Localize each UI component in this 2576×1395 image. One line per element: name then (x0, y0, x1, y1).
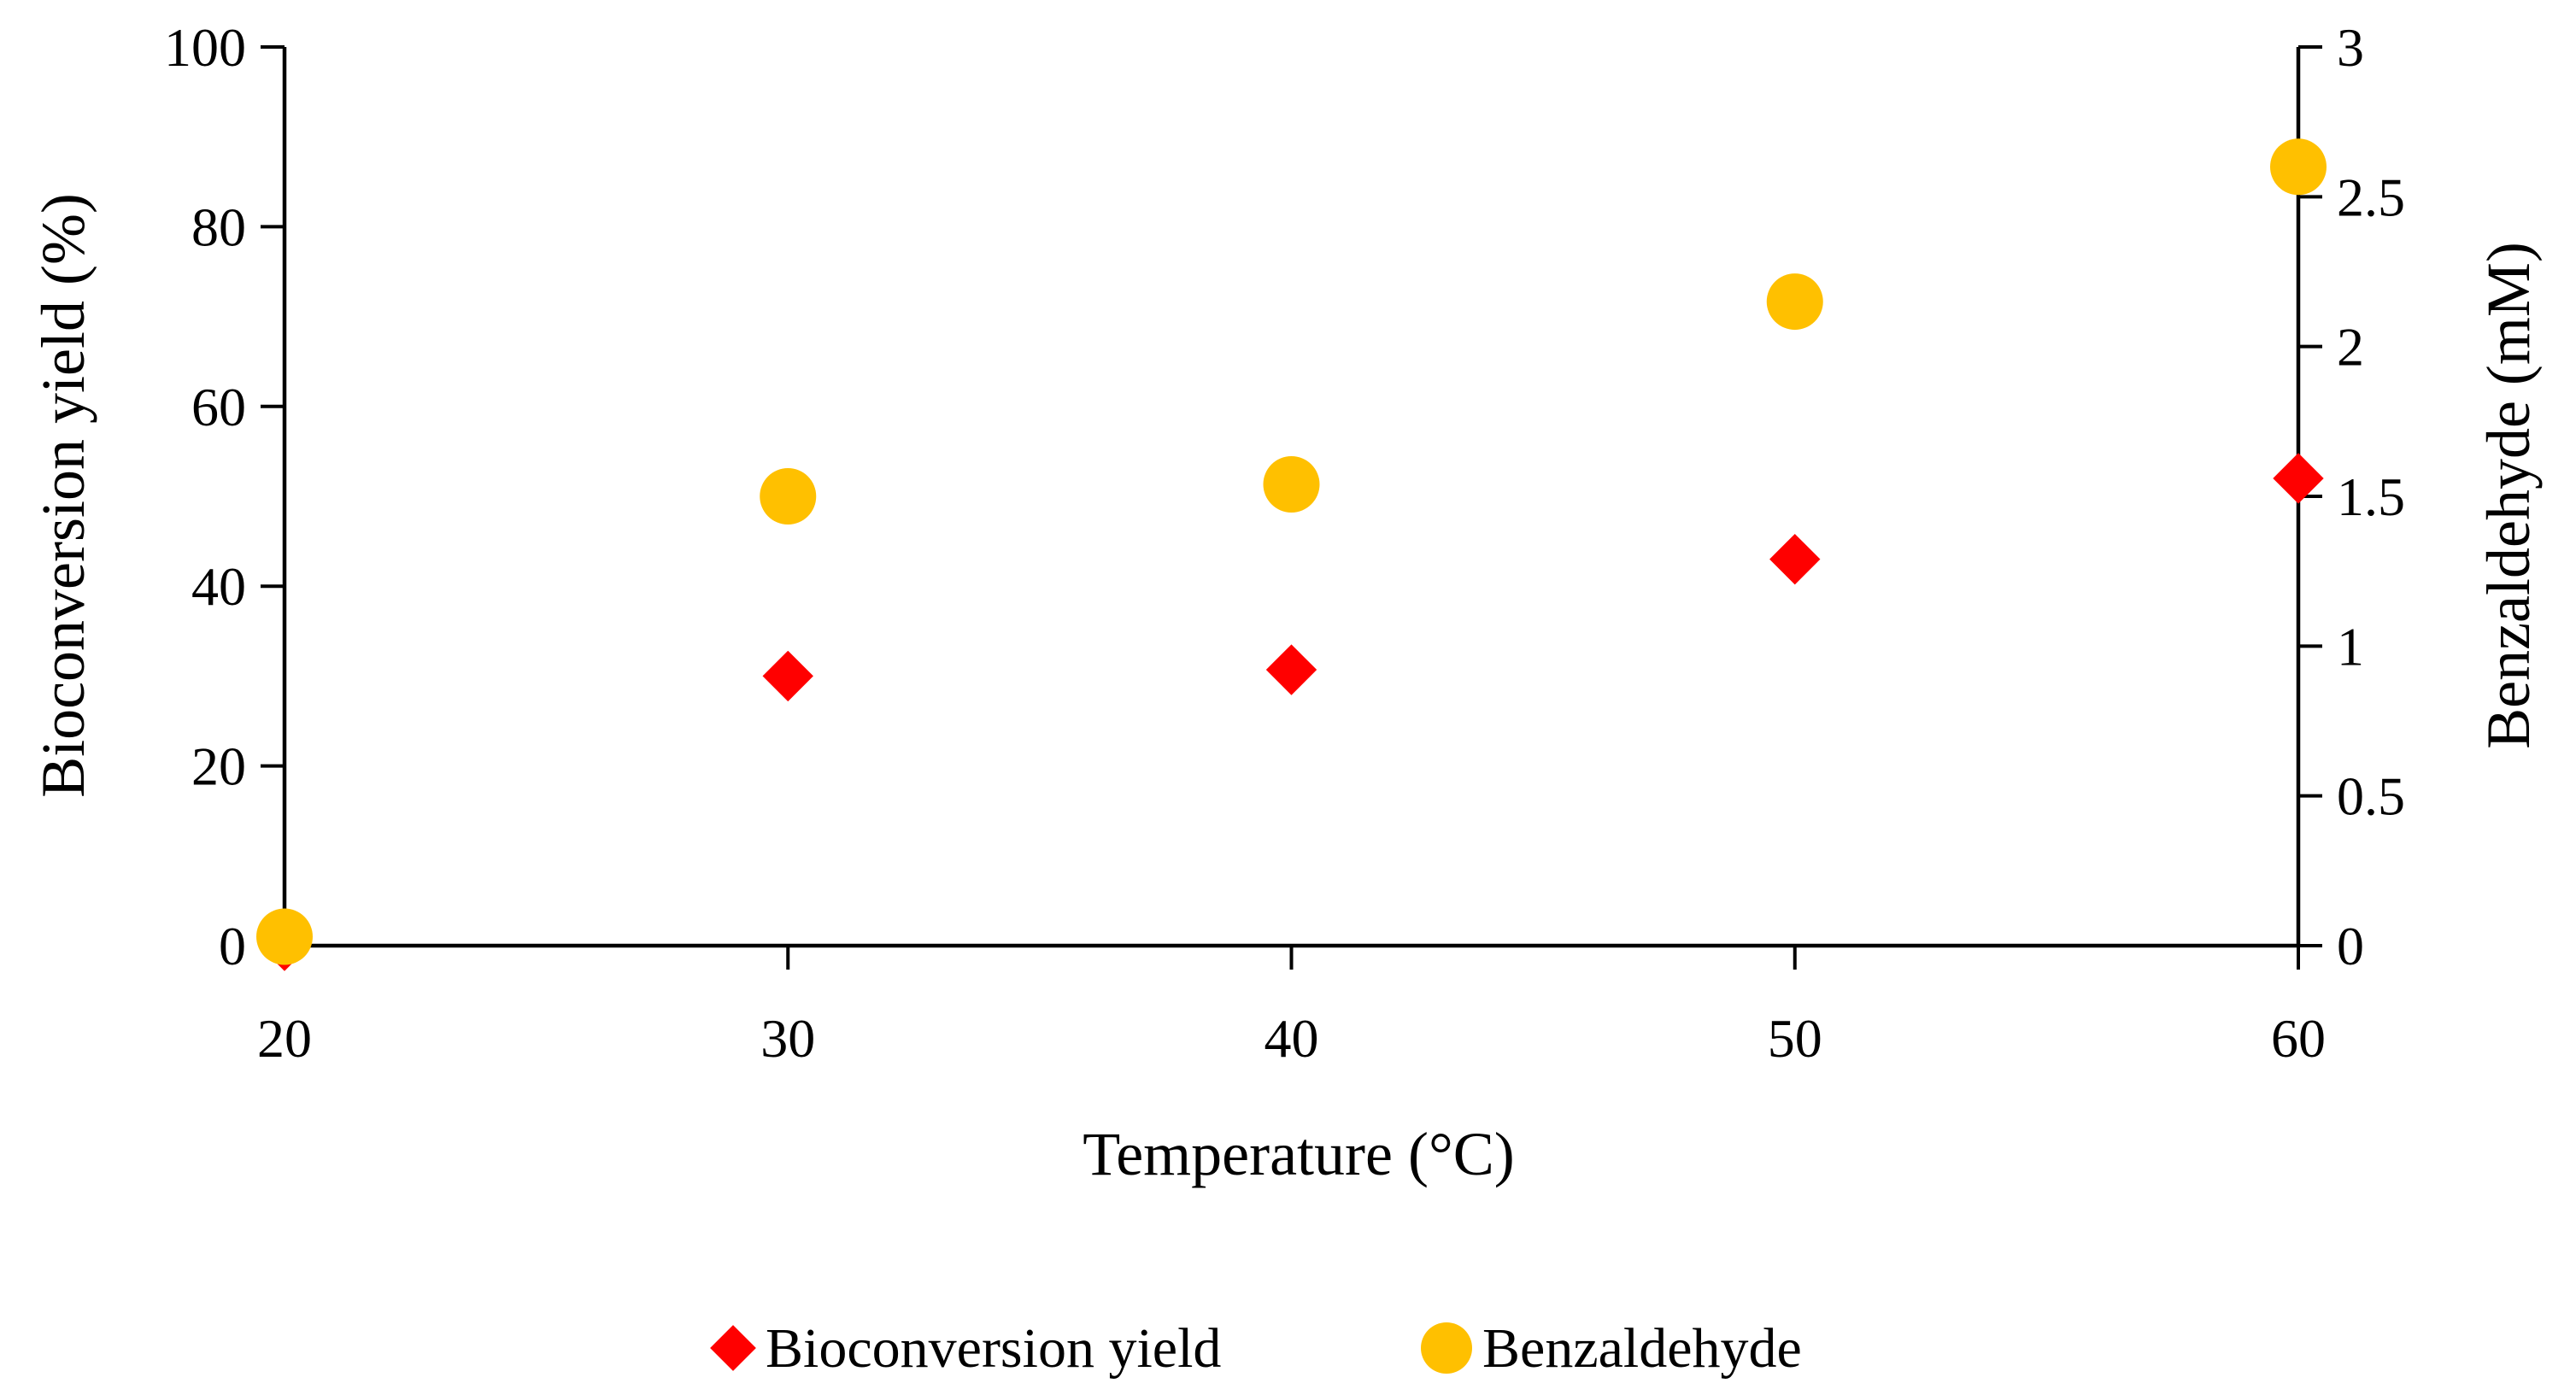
y-left-tick-label: 40 (191, 556, 246, 617)
benzaldehyde-point (760, 468, 817, 525)
y-left-tick-label: 100 (164, 17, 246, 78)
bioconversion-yield-point (2273, 453, 2324, 504)
bioconversion-yield-point (1769, 533, 1821, 585)
y-left-tick-label: 60 (191, 377, 246, 437)
y-left-tick-label: 20 (191, 736, 246, 797)
benzaldehyde-point (256, 908, 313, 965)
y-right-tick-label: 1 (2337, 616, 2364, 677)
benzaldehyde-point (2270, 138, 2327, 196)
y-right-tick-label: 0 (2337, 916, 2364, 976)
y-right-tick-label: 1.5 (2337, 466, 2405, 527)
y-right-tick-label: 2.5 (2337, 167, 2405, 227)
y-left-axis-title: Bioconversion yield (%) (29, 193, 97, 798)
benzaldehyde-point (1766, 273, 1823, 331)
legend: Bioconversion yield Benzaldehyde (710, 1317, 1802, 1380)
benzaldehyde-point (1263, 455, 1320, 513)
x-tick-label: 40 (1265, 1008, 1319, 1069)
bioconversion-yield-point (762, 650, 813, 702)
x-tick-label: 60 (2271, 1008, 2326, 1069)
y-right-tick-label: 3 (2337, 17, 2364, 78)
bioconversion-yield-point (1265, 644, 1317, 695)
series-layer (256, 138, 2327, 971)
y-left-tick-label: 80 (191, 196, 246, 257)
x-axis-title: Temperature (°C) (1083, 1120, 1515, 1188)
legend-label-benzaldehyde: Benzaldehyde (1482, 1317, 1802, 1380)
legend-label-bioconversion: Bioconversion yield (766, 1317, 1221, 1380)
y-left-tick-label: 0 (219, 916, 246, 976)
x-tick-label: 30 (760, 1008, 815, 1069)
y-right-axis-title: Benzaldehyde (mM) (2474, 242, 2543, 749)
x-tick-label: 20 (257, 1008, 312, 1069)
legend-marker-bioconversion (710, 1325, 756, 1371)
legend-marker-benzaldehyde (1421, 1322, 1472, 1374)
y-right-tick-label: 2 (2337, 317, 2364, 378)
y-right-tick-label: 0.5 (2337, 766, 2405, 827)
x-tick-label: 50 (1768, 1008, 1822, 1069)
